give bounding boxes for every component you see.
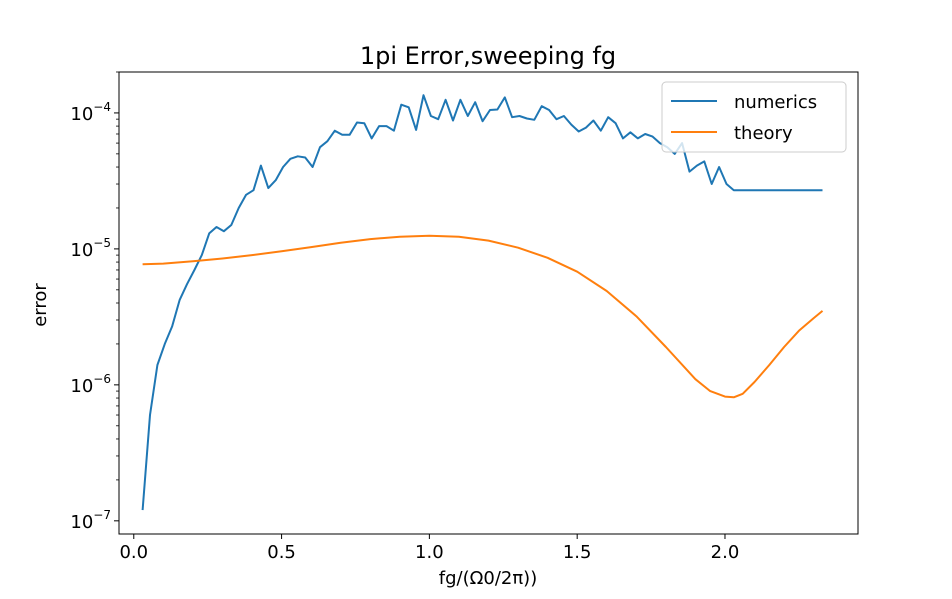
y-tick-exponent: −6: [93, 372, 111, 386]
legend-label-numerics: numerics: [734, 92, 817, 113]
x-tick-label: 0.0: [119, 542, 148, 563]
y-tick-exponent: −5: [93, 236, 111, 250]
series-line-theory: [142, 234, 824, 399]
y-tick-base: 10: [70, 240, 93, 261]
legend-label-theory: theory: [734, 123, 793, 144]
x-tick-label: 0.5: [267, 542, 296, 563]
x-tick-label: 1.0: [415, 542, 444, 563]
y-tick-label: 10−6: [70, 372, 111, 397]
legend-box: [661, 81, 847, 153]
y-axis-label: error: [30, 283, 51, 327]
legend: numerics theory: [661, 81, 847, 153]
y-tick-exponent: −7: [93, 508, 111, 522]
y-tick-base: 10: [70, 512, 93, 533]
y-tick-label: 10−4: [70, 100, 111, 125]
y-tick-base: 10: [70, 104, 93, 125]
series-line-numerics: [141, 94, 823, 511]
y-tick-base: 10: [70, 376, 93, 397]
x-axis: 0.0 0.5 1.0 1.5 2.0: [119, 534, 739, 563]
y-tick-label: 10−5: [70, 236, 111, 261]
x-tick-label: 1.5: [563, 542, 592, 563]
y-tick-label: 10−7: [70, 508, 111, 533]
chart-title: 1pi Error,sweeping fg: [360, 42, 616, 70]
plot-lines: [141, 94, 824, 511]
y-tick-exponent: −4: [93, 100, 111, 114]
y-axis: 10−710−610−510−4: [70, 71, 119, 533]
x-axis-label: fg/(Ω0/2π)): [439, 568, 537, 589]
x-tick-label: 2.0: [711, 542, 740, 563]
